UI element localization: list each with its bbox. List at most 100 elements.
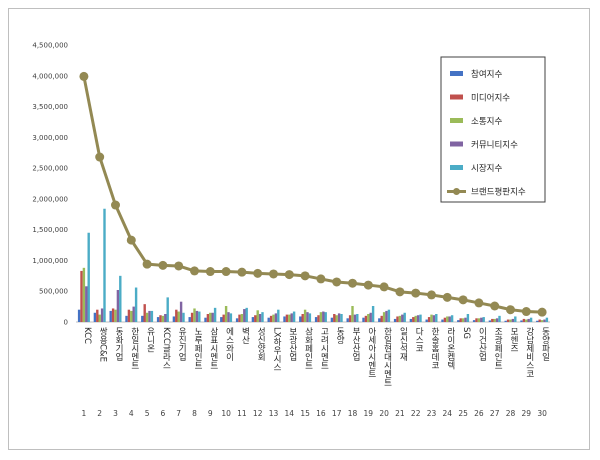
bar-3-21: [398, 315, 402, 322]
brand-index-point-24: [442, 292, 452, 302]
bar-3-10: [224, 306, 228, 322]
category-label-25: SG: [461, 327, 471, 339]
legend-marker: [453, 188, 460, 195]
bar-4-23: [432, 315, 436, 322]
category-label-18: 부산산업: [351, 327, 361, 361]
bar-2-8: [190, 312, 194, 322]
category-label-21: 일신석재: [398, 327, 408, 362]
rank-label-18: 18: [348, 409, 358, 418]
bar-2-1: [80, 270, 83, 322]
category-label-22: 다스코: [414, 327, 424, 353]
legend-label-2: 미디어지수: [471, 93, 510, 104]
brand-index-point-2: [95, 152, 105, 162]
rank-label-11: 11: [237, 409, 247, 418]
bar-4-17: [337, 313, 341, 322]
brand-index-point-4: [126, 235, 136, 245]
bar-3-28: [509, 319, 512, 322]
rank-label-21: 21: [395, 409, 405, 418]
brand-index-point-20: [379, 282, 389, 292]
brand-index-point-6: [158, 260, 168, 270]
bar-5-21: [403, 312, 406, 322]
bar-1-3: [109, 310, 112, 322]
bar-2-9: [206, 314, 210, 322]
bar-3-15: [303, 309, 307, 322]
legend-label-6: 브랜드평판지수: [471, 187, 526, 198]
bar-5-8: [198, 311, 201, 322]
bar-2-24: [443, 317, 447, 322]
bar-4-26: [480, 317, 483, 322]
brand-index-point-26: [474, 298, 484, 308]
bar-3-7: [177, 311, 180, 322]
bar-5-2: [103, 208, 106, 322]
bar-1-16: [314, 317, 318, 322]
bar-1-1: [77, 309, 81, 322]
bar-2-11: [238, 314, 241, 322]
bar-5-26: [482, 317, 485, 322]
bar-4-8: [195, 310, 199, 322]
bar-2-12: [254, 315, 257, 322]
bar-5-22: [419, 314, 422, 322]
bar-5-18: [356, 314, 359, 322]
bar-4-9: [211, 312, 214, 322]
y-tick-label: 2,000,000: [32, 195, 68, 203]
category-label-29: 강남제비스코: [524, 326, 534, 378]
legend-label-1: 참여지수: [471, 69, 502, 80]
brand-index-point-22: [411, 288, 421, 298]
bar-5-12: [261, 312, 264, 322]
bar-2-29: [522, 318, 526, 322]
brand-index-point-9: [205, 267, 215, 277]
bar-1-12: [251, 317, 255, 322]
rank-label-29: 29: [522, 409, 532, 418]
bar-2-2: [96, 309, 99, 322]
rank-label-23: 23: [427, 409, 437, 418]
bar-4-15: [306, 312, 309, 322]
rank-label-28: 28: [506, 409, 516, 418]
bar-4-10: [227, 312, 230, 322]
bar-5-14: [292, 311, 296, 322]
bar-2-27: [491, 318, 494, 322]
bar-3-13: [272, 314, 275, 322]
rank-label-27: 27: [490, 409, 500, 418]
bar-1-25: [457, 320, 460, 322]
bar-1-9: [204, 317, 207, 322]
brand-index-point-19: [363, 280, 373, 290]
category-label-7: 유진기업: [177, 327, 187, 361]
brand-index-point-7: [174, 261, 184, 271]
bar-3-3: [114, 309, 117, 322]
bar-4-30: [543, 319, 546, 322]
category-label-11: 벽산: [240, 326, 250, 344]
brand-index-point-30: [537, 307, 547, 317]
bar-3-9: [209, 312, 212, 322]
brand-index-point-25: [458, 295, 468, 305]
bar-5-28: [514, 316, 517, 322]
legend-swatch-3: [450, 118, 463, 123]
category-label-24: 라이온켐텍: [445, 327, 455, 370]
legend-swatch-5: [450, 165, 463, 170]
category-label-28: 모헨즈: [509, 327, 519, 353]
category-label-19: 아세아시멘트: [366, 326, 376, 378]
bar-4-6: [164, 314, 167, 322]
brand-index-point-10: [221, 267, 231, 277]
category-label-9: 삼표시멘트: [208, 326, 218, 369]
bar-5-20: [387, 309, 391, 322]
bar-1-14: [283, 316, 286, 322]
bar-1-24: [441, 319, 444, 322]
bar-3-5: [145, 312, 149, 322]
bar-4-2: [100, 308, 104, 322]
bar-4-19: [369, 312, 372, 322]
bar-1-4: [125, 315, 128, 322]
bar-1-20: [378, 318, 381, 322]
bar-4-18: [353, 314, 357, 322]
bar-3-26: [477, 318, 481, 322]
bar-1-10: [220, 317, 223, 322]
y-tick-label: 4,000,000: [32, 72, 68, 80]
bar-5-4: [134, 287, 138, 322]
y-tick-label: 1,000,000: [32, 257, 68, 265]
bar-3-17: [335, 315, 338, 322]
category-label-1: KCC: [82, 327, 92, 344]
rank-label-26: 26: [474, 409, 484, 418]
bar-3-27: [493, 318, 496, 322]
bar-1-23: [425, 319, 428, 322]
bar-4-25: [464, 317, 467, 322]
bar-1-22: [409, 318, 413, 322]
